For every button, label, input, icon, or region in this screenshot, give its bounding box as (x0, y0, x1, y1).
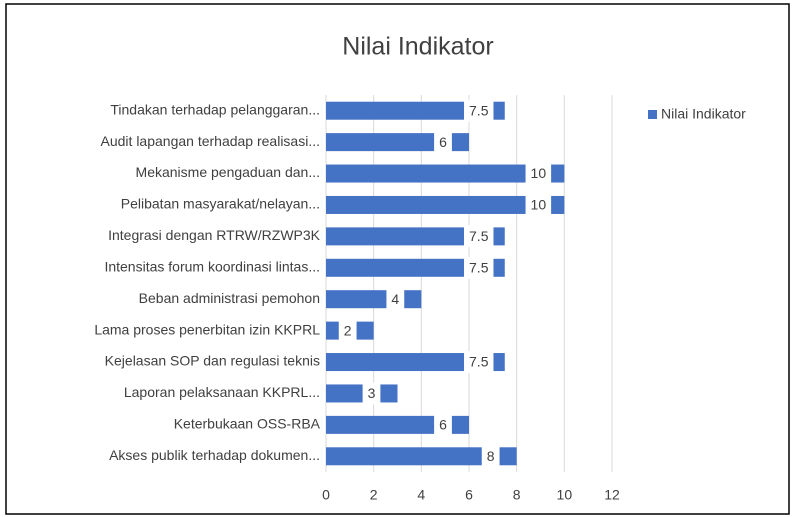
bar (326, 290, 422, 309)
data-label-box (338, 319, 357, 342)
data-label-box (386, 288, 405, 311)
data-label: 7.5 (469, 102, 489, 118)
y-tick-label: Tindakan terhadap pelanggaran... (110, 101, 320, 117)
data-label-box (525, 162, 552, 185)
y-tick-label: Laporan pelaksanaan KKPRL... (124, 384, 320, 400)
bar (326, 195, 565, 214)
data-label-box (525, 193, 552, 216)
bar (326, 101, 505, 120)
data-label-box (434, 131, 452, 154)
data-label: 8 (487, 448, 495, 464)
data-label: 7.5 (469, 354, 489, 370)
data-label: 10 (531, 197, 547, 213)
x-tick-label: 0 (322, 487, 330, 503)
data-label: 10 (531, 165, 547, 181)
x-tick-label: 4 (417, 487, 425, 503)
bar (326, 447, 517, 466)
data-label-box (481, 445, 500, 468)
chart-title: Nilai Indikator (342, 33, 493, 61)
y-tick-label: Kejelasan SOP dan regulasi teknis (105, 353, 320, 369)
data-label-box (434, 413, 452, 436)
bar (326, 353, 505, 372)
y-tick-label: Beban administrasi pemohon (139, 290, 320, 306)
data-label: 7.5 (469, 259, 489, 275)
bar (326, 415, 469, 434)
x-tick-label: 2 (370, 487, 378, 503)
data-label-box (464, 99, 494, 122)
y-tick-label: Audit lapangan terhadap realisasi... (101, 133, 320, 149)
x-tick-label: 10 (557, 487, 573, 503)
y-tick-label: Pelibatan masyarakat/nelayan... (121, 196, 320, 212)
y-tick-label: Akses publik terhadap dokumen... (109, 447, 320, 463)
data-label-box (464, 225, 494, 248)
y-tick-label: Keterbukaan OSS-RBA (174, 416, 321, 432)
data-label: 7.5 (469, 228, 489, 244)
data-label: 6 (439, 417, 447, 433)
data-label-box (464, 256, 494, 279)
data-label-box (464, 351, 494, 374)
x-tick-label: 12 (604, 487, 620, 503)
y-tick-label: Intensitas forum koordinasi lintas... (104, 258, 320, 274)
bar (326, 384, 398, 403)
bar (326, 227, 505, 246)
bar (326, 133, 469, 152)
bar (326, 164, 565, 183)
y-tick-label: Mekanisme pengaduan dan... (136, 164, 320, 180)
data-label: 4 (391, 291, 399, 307)
y-tick-label: Lama proses penerbitan izin KKPRL (94, 321, 320, 337)
x-tick-label: 8 (513, 487, 521, 503)
data-label: 3 (368, 385, 376, 401)
x-tick-label: 6 (465, 487, 473, 503)
data-label-box (362, 382, 381, 405)
data-label: 6 (439, 134, 447, 150)
legend-swatch (648, 110, 657, 119)
bar (326, 258, 505, 277)
legend-label: Nilai Indikator (661, 106, 746, 122)
y-tick-label: Integrasi dengan RTRW/RZWP3K (108, 227, 321, 243)
data-label: 2 (344, 322, 352, 338)
